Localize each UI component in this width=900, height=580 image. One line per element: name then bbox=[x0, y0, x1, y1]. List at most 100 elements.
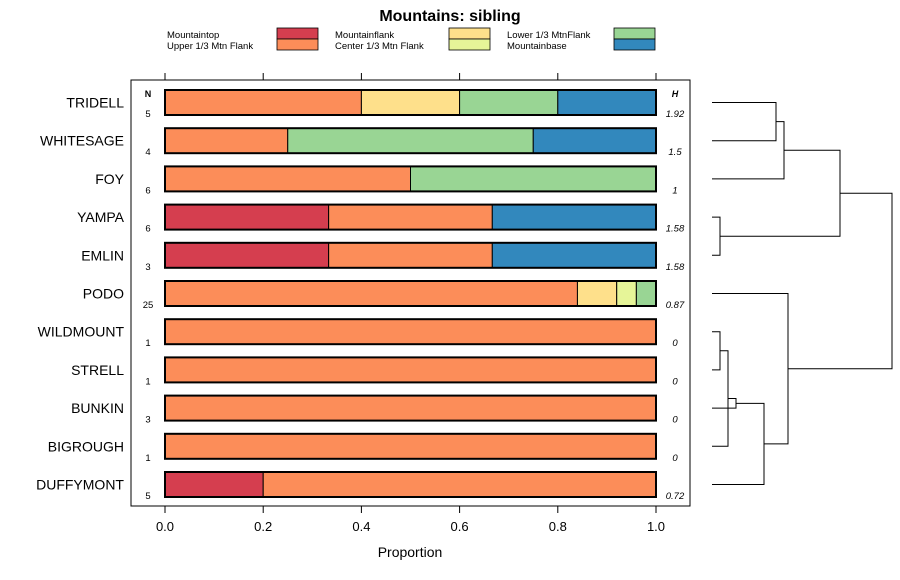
n-column-header: N bbox=[145, 89, 152, 99]
bars-group bbox=[164, 89, 657, 498]
x-tick-label-5: 1.0 bbox=[647, 519, 665, 534]
legend-label-mountainflank: Mountainflank bbox=[335, 30, 394, 41]
h-value-yampa: 1.58 bbox=[666, 224, 685, 235]
row-label-tridell: TRIDELL bbox=[66, 95, 124, 111]
x-tick-label-3: 0.6 bbox=[451, 519, 469, 534]
bar-segment-duffymont-upper-1-3-mtn-flank bbox=[262, 471, 657, 498]
row-label-whitesage: WHITESAGE bbox=[40, 133, 124, 149]
legend-swatch-mountainflank bbox=[448, 27, 491, 40]
row-label-strell: STRELL bbox=[71, 362, 124, 378]
dendrogram-branch-4 bbox=[720, 149, 841, 237]
row-label-wildmount: WILDMOUNT bbox=[38, 324, 125, 340]
bar-segment-bunkin-upper-1-3-mtn-flank bbox=[164, 395, 657, 422]
dendrogram-branch-3 bbox=[712, 121, 785, 180]
row-label-yampa: YAMPA bbox=[77, 209, 125, 225]
row-label-bunkin: BUNKIN bbox=[71, 400, 124, 416]
dendrogram-branch-8 bbox=[712, 402, 765, 485]
x-tick-label-4: 0.8 bbox=[549, 519, 567, 534]
h-value-wildmount: 0 bbox=[672, 338, 678, 349]
bar-outline-duffymont bbox=[164, 471, 657, 498]
bar-segment-wildmount-upper-1-3-mtn-flank bbox=[164, 318, 657, 345]
bar-outline-yampa bbox=[164, 203, 657, 231]
bar-segment-yampa-mountaintop bbox=[164, 204, 330, 231]
x-axis-label: Proportion bbox=[378, 544, 443, 560]
n-value-duffymont: 5 bbox=[145, 491, 150, 502]
legend-label-mountaintop: Mountaintop bbox=[167, 30, 219, 41]
bar-outline-tridell bbox=[164, 89, 657, 116]
bar-segment-podo-lower-1-3-mtnflank bbox=[635, 280, 657, 307]
x-tick-label-1: 0.2 bbox=[254, 519, 272, 534]
bar-outline-bigrough bbox=[164, 432, 657, 460]
row-label-bigrough: BIGROUGH bbox=[48, 438, 124, 454]
bar-segment-bigrough-upper-1-3-mtn-flank bbox=[164, 433, 657, 460]
bar-segment-podo-mountainflank bbox=[576, 280, 618, 307]
bar-segment-whitesage-mountainbase bbox=[532, 127, 657, 154]
n-value-wildmount: 1 bbox=[145, 338, 150, 349]
bar-outline-podo bbox=[164, 280, 657, 307]
bar-segment-yampa-upper-1-3-mtn-flank bbox=[328, 204, 493, 231]
n-value-whitesage: 4 bbox=[145, 147, 150, 158]
n-value-strell: 1 bbox=[145, 376, 150, 387]
legend-swatch-mountainbase bbox=[613, 38, 656, 51]
h-value-whitesage: 1.5 bbox=[668, 147, 682, 158]
h-value-tridell: 1.92 bbox=[666, 109, 685, 120]
h-value-bigrough: 0 bbox=[672, 453, 678, 464]
x-axis: 0.0 0.2 0.4 0.6 0.8 1.0 bbox=[156, 73, 665, 534]
row-labels-group: TRIDELL 5 1.92 WHITESAGE 4 1.5 FOY 6 1 YAMPA 6 1.58… bbox=[36, 95, 685, 503]
bar-segment-tridell-lower-1-3-mtnflank bbox=[459, 89, 559, 116]
dendrogram-branch-5 bbox=[712, 331, 721, 371]
bar-segment-podo-center-1-3-mtn-flank bbox=[616, 280, 637, 307]
dendrogram bbox=[712, 102, 893, 485]
h-column-header: H bbox=[672, 89, 679, 99]
n-value-foy: 6 bbox=[145, 185, 150, 196]
bar-outline-bunkin bbox=[164, 394, 657, 422]
n-value-bunkin: 3 bbox=[145, 415, 150, 426]
n-value-yampa: 6 bbox=[145, 224, 150, 235]
row-label-podo: PODO bbox=[83, 286, 124, 302]
n-value-bigrough: 1 bbox=[145, 453, 150, 464]
bar-outline-emlin bbox=[164, 241, 657, 269]
legend-label-upper-1-3-mtn-flank: Upper 1/3 Mtn Flank bbox=[167, 41, 253, 52]
legend-label-center-1-3-mtn-flank: Center 1/3 Mtn Flank bbox=[335, 41, 424, 52]
bar-outline-foy bbox=[164, 165, 657, 193]
h-value-strell: 0 bbox=[672, 376, 678, 387]
n-value-emlin: 3 bbox=[145, 262, 150, 273]
dendrogram-branch-7 bbox=[712, 398, 737, 409]
legend-swatch-mountaintop bbox=[276, 27, 319, 40]
bar-segment-foy-upper-1-3-mtn-flank bbox=[164, 165, 411, 192]
bar-outline-wildmount bbox=[164, 318, 657, 346]
bar-segment-whitesage-lower-1-3-mtnflank bbox=[287, 127, 534, 154]
bar-segment-tridell-mountainbase bbox=[557, 89, 657, 116]
chart-title: Mountains: sibling bbox=[379, 8, 520, 25]
row-label-duffymont: DUFFYMONT bbox=[36, 477, 124, 493]
bar-segment-emlin-mountaintop bbox=[164, 242, 330, 269]
h-value-foy: 1 bbox=[672, 185, 677, 196]
legend-label-mountainbase: Mountainbase bbox=[507, 41, 567, 52]
legend-swatch-lower-1-3-mtnflank bbox=[613, 27, 656, 40]
h-value-bunkin: 0 bbox=[672, 415, 678, 426]
row-label-foy: FOY bbox=[95, 171, 124, 187]
dendrogram-branch-2 bbox=[712, 102, 777, 142]
dendrogram-branch-10 bbox=[788, 192, 893, 370]
x-tick-label-2: 0.4 bbox=[352, 519, 370, 534]
bar-outline-whitesage bbox=[164, 127, 657, 155]
bar-segment-emlin-upper-1-3-mtn-flank bbox=[328, 242, 493, 269]
h-value-duffymont: 0.72 bbox=[666, 491, 685, 502]
bar-outline-strell bbox=[164, 356, 657, 384]
legend-swatch-upper-1-3-mtn-flank bbox=[276, 38, 319, 51]
dendrogram-branch-9 bbox=[712, 293, 789, 445]
legend-swatch-center-1-3-mtn-flank bbox=[448, 38, 491, 51]
h-value-emlin: 1.58 bbox=[666, 262, 685, 273]
bar-segment-podo-upper-1-3-mtn-flank bbox=[164, 280, 578, 307]
bar-segment-whitesage-upper-1-3-mtn-flank bbox=[164, 127, 289, 154]
h-value-podo: 0.87 bbox=[666, 300, 685, 311]
bar-segment-strell-upper-1-3-mtn-flank bbox=[164, 356, 657, 383]
dendrogram-branch-1 bbox=[712, 216, 721, 256]
plot-frame bbox=[130, 79, 691, 507]
bar-segment-duffymont-mountaintop bbox=[164, 471, 264, 498]
row-label-emlin: EMLIN bbox=[81, 247, 124, 263]
n-value-tridell: 5 bbox=[145, 109, 150, 120]
x-tick-label-0: 0.0 bbox=[156, 519, 174, 534]
